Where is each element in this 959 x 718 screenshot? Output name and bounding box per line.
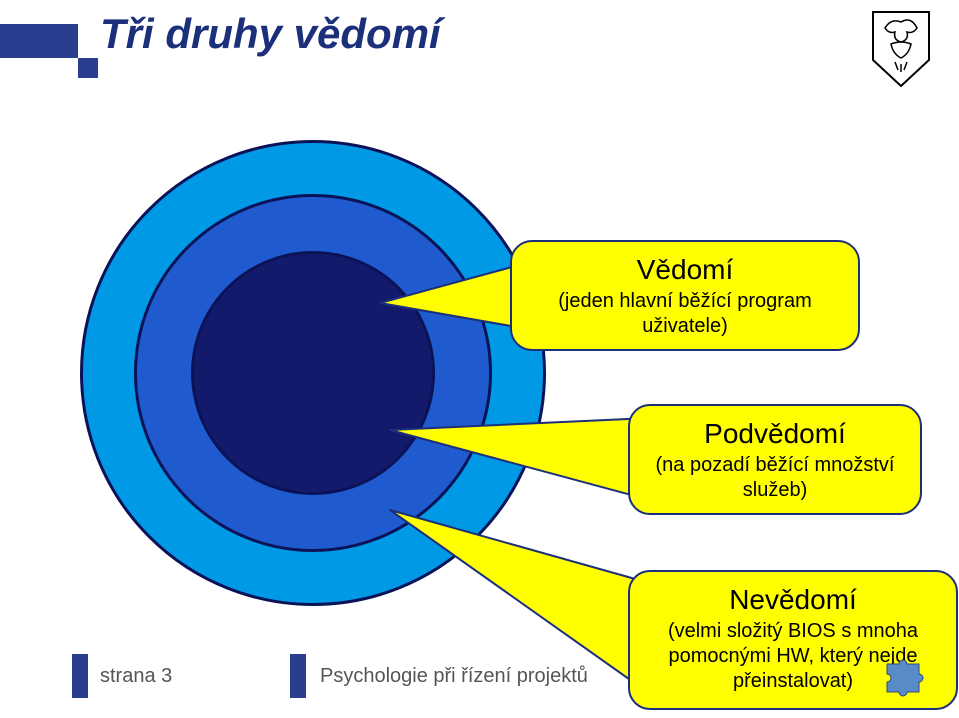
- footer-accent-bar-1: [72, 654, 88, 698]
- title-accent-tick: [78, 58, 98, 78]
- title-accent-bar: [0, 24, 78, 58]
- footer-page-number: strana 3: [100, 665, 172, 688]
- callout-title-vedomi: Vědomí: [532, 252, 838, 287]
- callout-desc-vedomi: (jeden hlavní běžící program uživatele): [532, 289, 838, 339]
- callout-bubble-podvedomi: Podvědomí(na pozadí běžící množství služ…: [628, 404, 922, 515]
- callout-title-podvedomi: Podvědomí: [650, 416, 900, 451]
- callout-desc-podvedomi: (na pozadí běžící množství služeb): [650, 453, 900, 503]
- puzzle-icon: [881, 654, 929, 698]
- callout-bubble-vedomi: Vědomí(jeden hlavní běžící program uživa…: [510, 240, 860, 351]
- callout-title-nevedomi: Nevědomí: [650, 582, 936, 617]
- callout-pointer-podvedomi: [388, 416, 652, 502]
- footer-title: Psychologie při řízení projektů: [320, 665, 588, 688]
- lion-crest-icon: [871, 10, 931, 88]
- page-title: Tři druhy vědomí: [100, 10, 441, 58]
- slide: Tři druhy vědomí Vědomí(jeden hlavní běž…: [0, 0, 959, 718]
- footer-accent-bar-2: [290, 654, 306, 698]
